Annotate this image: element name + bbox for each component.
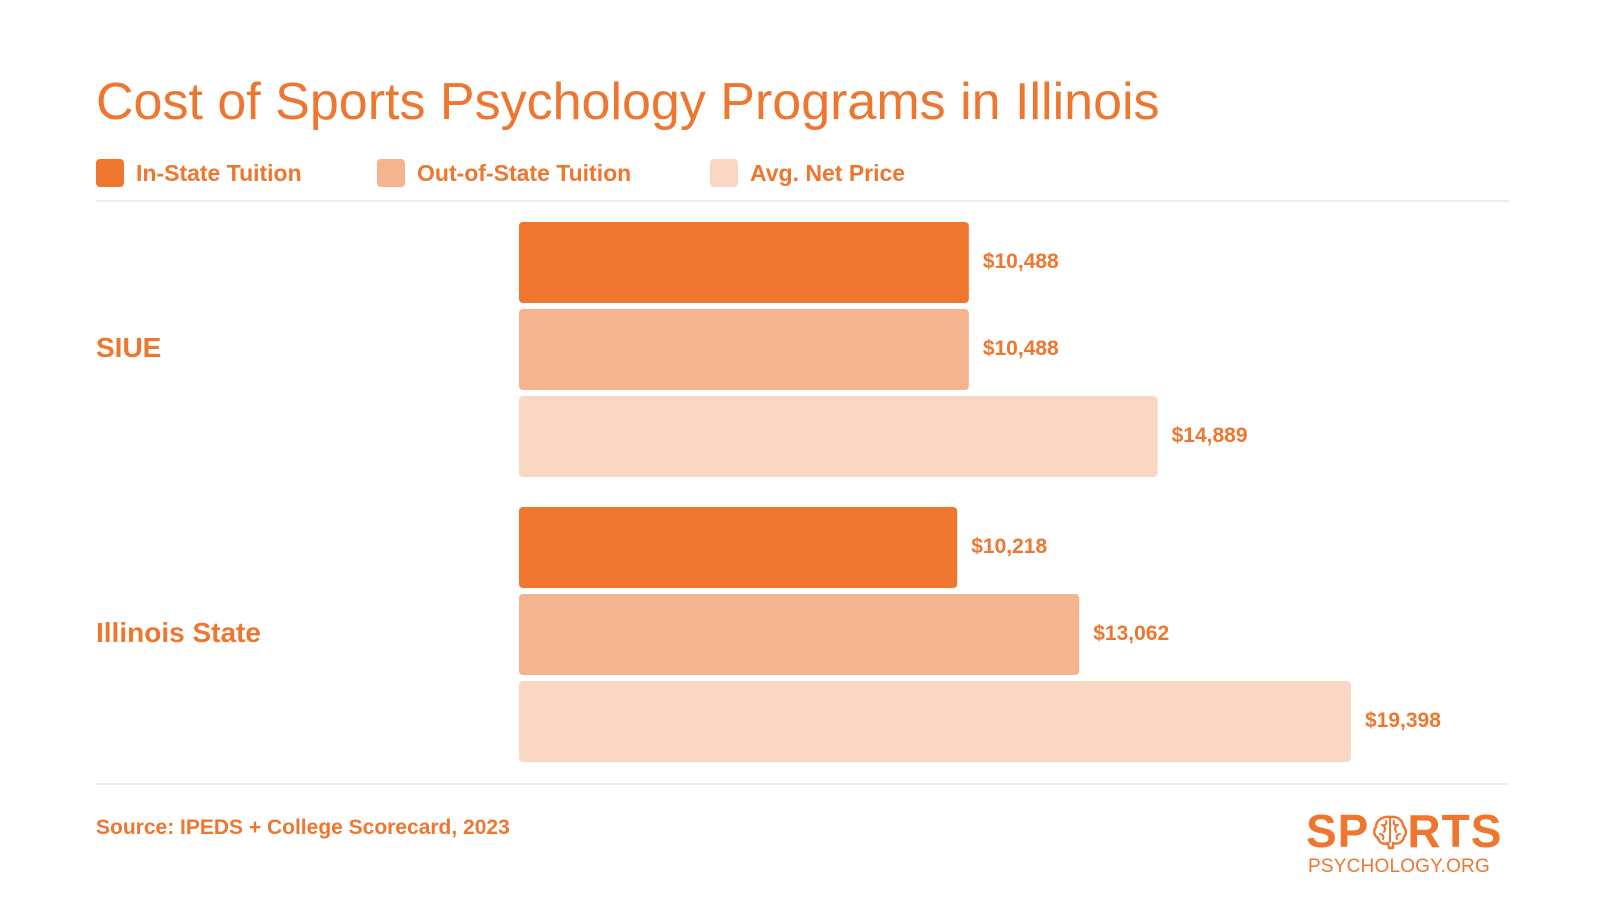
- value-label-siue-in-state-tuition: $10,488: [983, 250, 1059, 273]
- bottom-divider: [96, 783, 1509, 785]
- brain-icon: [1373, 815, 1407, 850]
- bar-illinois-state-in-state-tuition: [519, 507, 958, 588]
- value-label-siue-avg-net-price: $14,889: [1172, 424, 1248, 447]
- legend-label-avg-net-price: Avg. Net Price: [750, 159, 906, 186]
- legend-swatch-in-state: [96, 159, 124, 187]
- category-label-illinois-state: Illinois State: [96, 617, 261, 648]
- legend-item-out-of-state: Out-of-State Tuition: [377, 157, 631, 189]
- legend-item-avg-net-price: Avg. Net Price: [710, 157, 905, 189]
- legend-label-in-state: In-State Tuition: [136, 159, 302, 186]
- legend-label-out-of-state: Out-of-State Tuition: [417, 159, 632, 186]
- logo-wordmark: SP RTS: [1306, 808, 1502, 854]
- bar-illinois-state-avg-net-price: [519, 681, 1351, 762]
- source-note: Source: IPEDS + College Scorecard, 2023: [96, 816, 510, 839]
- logo-word-left: SP: [1306, 805, 1370, 857]
- bar-siue-avg-net-price: [519, 396, 1158, 477]
- chart-title: Cost of Sports Psychology Programs in Il…: [96, 73, 1160, 131]
- top-divider: [96, 200, 1509, 202]
- legend-swatch-avg-net-price: [710, 159, 738, 187]
- bar-siue-in-state-tuition: [519, 222, 969, 303]
- bar-siue-out-of-state-tuition: [519, 309, 969, 390]
- legend-swatch-out-of-state: [377, 159, 405, 187]
- value-label-illinois-state-avg-net-price: $19,398: [1365, 709, 1441, 732]
- legend-item-in-state: In-State Tuition: [96, 157, 302, 189]
- logo-word-right: RTS: [1407, 805, 1503, 857]
- site-logo: SP RTS PSYCHOLOGY.ORG: [1306, 808, 1506, 877]
- logo-subtitle: PSYCHOLOGY.ORG: [1308, 856, 1490, 877]
- value-label-illinois-state-in-state-tuition: $10,218: [971, 535, 1047, 558]
- value-label-siue-out-of-state-tuition: $10,488: [983, 337, 1059, 360]
- bar-illinois-state-out-of-state-tuition: [519, 594, 1080, 675]
- category-label-siue: SIUE: [96, 332, 161, 363]
- value-label-illinois-state-out-of-state-tuition: $13,062: [1093, 622, 1169, 645]
